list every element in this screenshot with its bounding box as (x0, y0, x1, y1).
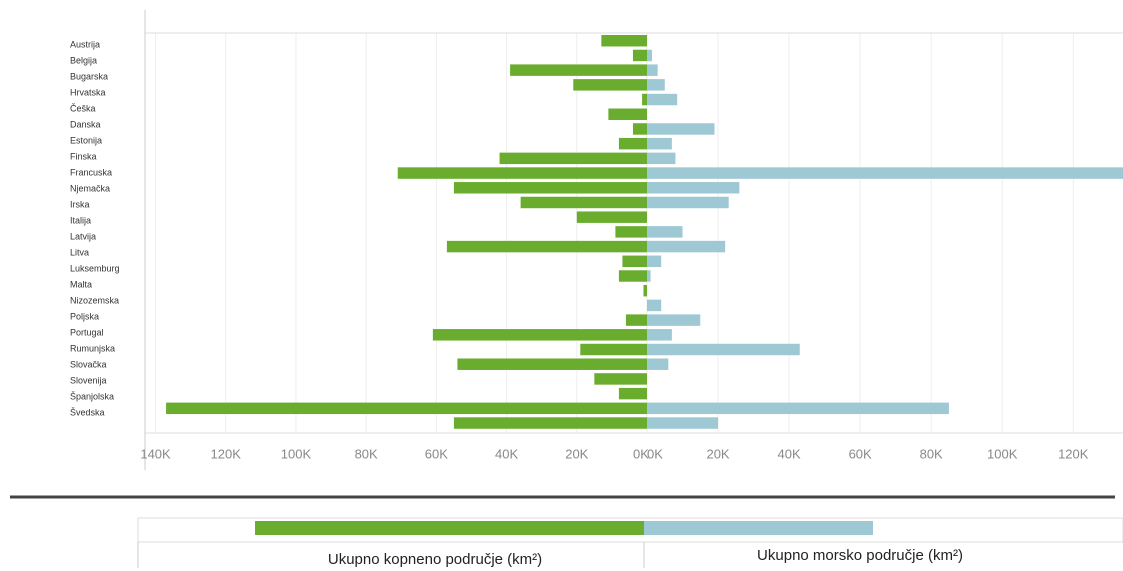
bar (397, 167, 647, 179)
bar (594, 373, 647, 385)
bar (608, 108, 647, 120)
bar (647, 358, 669, 370)
category-label: Finska (70, 151, 97, 161)
bar (520, 196, 647, 209)
bar (647, 240, 726, 253)
bar (618, 137, 647, 150)
bar (647, 417, 719, 429)
bar (647, 167, 1123, 179)
category-label: Malta (70, 279, 92, 289)
legend-swatch (255, 521, 644, 535)
bar (166, 402, 648, 415)
category-label: Estonija (70, 135, 102, 145)
category-label: Rumunjska (70, 343, 115, 353)
x2-tick-label: 120K (1058, 446, 1089, 461)
x2-tick-label: 100K (987, 446, 1018, 461)
category-label: Slovačka (70, 359, 107, 369)
x-tick-label: 0K (633, 446, 649, 461)
category-label: Češka (70, 103, 96, 113)
category-label: Luksemburg (70, 263, 120, 273)
bar (647, 182, 740, 194)
bar (647, 79, 665, 91)
category-label: Litva (70, 247, 89, 257)
category-label: Švedska (70, 407, 105, 417)
bar (647, 137, 672, 150)
bar (601, 35, 647, 47)
bar (632, 49, 647, 62)
bar (647, 196, 729, 209)
bar (446, 240, 647, 253)
x2-tick-label: 0K (647, 446, 663, 461)
legend-frame (137, 517, 1123, 543)
bar (618, 387, 647, 400)
bar (576, 211, 647, 223)
category-label: Slovenija (70, 375, 107, 385)
x-tick-label: 100K (281, 446, 312, 461)
bar (499, 152, 647, 165)
x-tick-label: 120K (211, 446, 242, 461)
bar (647, 329, 672, 341)
bar (457, 358, 647, 370)
grid (155, 33, 1074, 433)
bar (632, 123, 647, 135)
x-tick-label: 80K (355, 446, 378, 461)
bar (618, 270, 647, 282)
category-label: Španjolska (70, 391, 114, 401)
category-label: Latvija (70, 231, 96, 241)
bar (647, 299, 662, 312)
bar (647, 152, 676, 165)
x-tick-label: 20K (565, 446, 588, 461)
bar (647, 64, 658, 76)
category-label: Austrija (70, 39, 100, 49)
bar (453, 417, 647, 429)
x-tick-label: 140K (140, 446, 171, 461)
bar (643, 284, 647, 297)
category-label: Belgija (70, 55, 97, 65)
category-label: Portugal (70, 327, 104, 337)
bar (647, 255, 662, 268)
bar (453, 182, 647, 194)
category-label: Poljska (70, 311, 99, 321)
x2-tick-label: 80K (920, 446, 943, 461)
bar (625, 314, 647, 326)
bar (647, 49, 652, 62)
bar (580, 343, 647, 356)
legend: Ukupno kopneno područje (km²) Ukupno mors… (255, 521, 963, 568)
category-label: Irska (70, 199, 90, 209)
x-tick-label: 40K (495, 446, 518, 461)
x2-tick-label: 60K (849, 446, 872, 461)
bar (647, 402, 949, 415)
legend-swatch (644, 521, 873, 535)
bar (432, 329, 647, 341)
category-label: Italija (70, 215, 91, 225)
bar (647, 314, 701, 326)
category-label: Francuska (70, 167, 112, 177)
bar (647, 93, 678, 106)
bar (615, 226, 647, 238)
category-label: Hrvatska (70, 87, 106, 97)
category-label: Danska (70, 119, 101, 129)
category-label: Nizozemska (70, 295, 119, 305)
x-tick-label: 60K (425, 446, 448, 461)
legend-label: Ukupno kopneno područje (km²) (328, 551, 542, 568)
x2-tick-label: 40K (778, 446, 801, 461)
bar (647, 343, 800, 356)
bar (642, 93, 647, 106)
bar (647, 270, 651, 282)
x2-tick-label: 20K (706, 446, 729, 461)
bar (622, 255, 647, 268)
bar (647, 226, 683, 238)
category-label: Njemačka (70, 183, 110, 193)
legend-label: Ukupno morsko područje (km²) (757, 547, 963, 564)
category-label: Bugarska (70, 71, 108, 81)
bar (510, 64, 647, 76)
bar (573, 79, 647, 91)
bar (647, 123, 715, 135)
